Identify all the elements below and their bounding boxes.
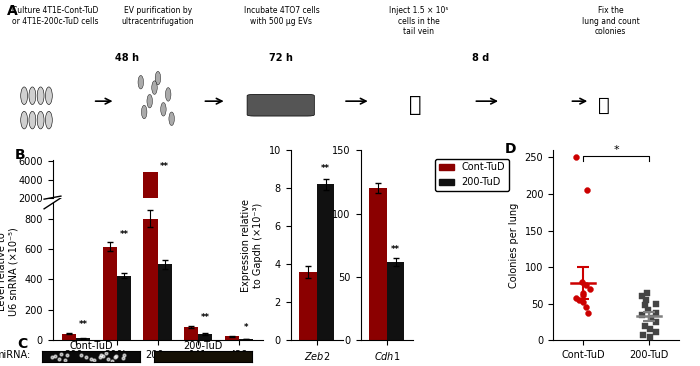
Point (645, 315, 657, 321)
Text: Incubate 4TO7 cells
with 500 μg EVs: Incubate 4TO7 cells with 500 μg EVs (244, 6, 319, 26)
Text: miRNA:: miRNA: (0, 350, 30, 360)
Point (584, 286, 596, 292)
Ellipse shape (29, 87, 36, 105)
Ellipse shape (161, 102, 166, 116)
Text: C: C (18, 337, 28, 351)
Bar (386, 262, 405, 340)
Ellipse shape (155, 71, 161, 85)
Ellipse shape (37, 111, 44, 129)
Ellipse shape (147, 94, 153, 108)
Bar (370, 188, 386, 340)
Bar (144, 172, 158, 216)
Ellipse shape (21, 111, 27, 129)
Text: **: ** (120, 230, 129, 239)
Ellipse shape (138, 75, 144, 89)
Text: 72 h: 72 h (270, 53, 293, 63)
Text: 🫁: 🫁 (598, 96, 610, 115)
Ellipse shape (152, 81, 158, 94)
Point (650, 310, 662, 315)
Text: 48 h: 48 h (115, 53, 139, 63)
Ellipse shape (169, 112, 174, 126)
Ellipse shape (165, 87, 171, 101)
Point (573, 297, 584, 303)
Point (640, 297, 652, 303)
Bar (103, 247, 117, 340)
Y-axis label: Expression relative
to Gapdh (×10⁻³): Expression relative to Gapdh (×10⁻³) (241, 199, 263, 292)
Y-axis label: Level relative to
U6 snRNA (×10⁻⁵): Level relative to U6 snRNA (×10⁻⁵) (0, 228, 19, 316)
Point (642, 290, 653, 296)
Text: Culture 4T1E-Cont-TuD
or 4T1E-200c-TuD cells: Culture 4T1E-Cont-TuD or 4T1E-200c-TuD c… (12, 6, 98, 26)
Bar (225, 336, 239, 340)
Point (570, 295, 582, 301)
Point (582, 187, 593, 193)
Bar (62, 333, 76, 340)
Bar (316, 184, 335, 340)
Text: B: B (15, 148, 25, 162)
Point (581, 283, 592, 288)
Bar (144, 219, 158, 340)
Point (570, 154, 582, 160)
Point (651, 319, 662, 325)
Bar (198, 334, 212, 340)
Text: **: ** (321, 164, 330, 173)
Point (576, 279, 587, 285)
Text: Fix the
lung and count
colonies: Fix the lung and count colonies (582, 6, 640, 36)
Point (644, 334, 655, 340)
Text: **: ** (79, 320, 88, 329)
Text: **: ** (391, 245, 400, 254)
Point (650, 329, 662, 335)
Point (580, 305, 592, 310)
Point (644, 326, 655, 332)
Bar (117, 276, 131, 340)
Point (578, 292, 589, 298)
Point (636, 294, 648, 299)
Text: Inject 1.5 × 10⁵
cells in the
tail vein: Inject 1.5 × 10⁵ cells in the tail vein (389, 6, 448, 36)
Text: Cont-TuD: Cont-TuD (69, 341, 113, 351)
Ellipse shape (46, 87, 52, 105)
Point (636, 312, 648, 318)
Ellipse shape (29, 111, 36, 129)
Ellipse shape (21, 87, 27, 105)
Text: **: ** (201, 313, 210, 322)
Point (643, 307, 654, 313)
Point (639, 302, 650, 308)
Text: *: * (613, 145, 619, 155)
Bar (239, 339, 253, 340)
Ellipse shape (141, 105, 147, 119)
Text: EV purification by
ultracentrifugation: EV purification by ultracentrifugation (122, 6, 194, 26)
Point (582, 310, 594, 315)
Bar (300, 272, 316, 340)
Text: 8 d: 8 d (472, 53, 489, 63)
Text: 🐁: 🐁 (409, 95, 421, 115)
Point (578, 290, 589, 296)
Text: **: ** (160, 163, 169, 171)
Bar (158, 264, 172, 340)
Y-axis label: Colonies per lung: Colonies per lung (509, 203, 519, 288)
Ellipse shape (46, 111, 52, 129)
Bar (76, 338, 90, 340)
Point (578, 299, 589, 305)
Text: *: * (244, 323, 248, 332)
Point (650, 301, 662, 307)
Ellipse shape (37, 87, 44, 105)
Legend: Cont-TuD, 200-TuD: Cont-TuD, 200-TuD (435, 158, 509, 191)
FancyBboxPatch shape (247, 94, 314, 116)
Point (638, 332, 649, 337)
Text: A: A (7, 4, 18, 18)
Text: D: D (505, 142, 517, 156)
Text: 200-TuD: 200-TuD (183, 341, 223, 351)
Bar (184, 327, 198, 340)
Point (639, 323, 650, 329)
